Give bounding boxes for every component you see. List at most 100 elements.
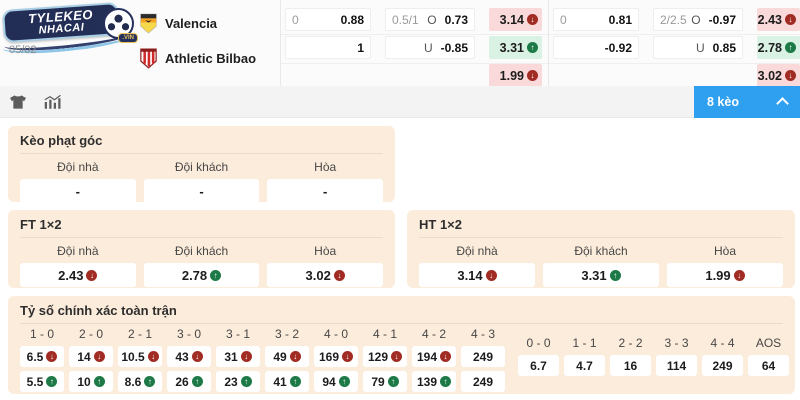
odds-count-toggle-button[interactable]: 8 kèo (694, 86, 800, 118)
draw-odds[interactable]: 4.7 (564, 355, 605, 376)
corner-home-odds[interactable]: - (20, 179, 136, 203)
odds-value: 3.14 (457, 267, 483, 283)
odds-down-icon: ↓ (733, 269, 745, 281)
header-away: Đội khách (574, 244, 628, 258)
score-odds-home[interactable]: 129 ↓ (363, 346, 407, 367)
odds-value: 2.43 (58, 267, 84, 283)
score-odds-home[interactable]: 249 (461, 346, 505, 367)
site-logo[interactable]: TYLEKEO NHACAI .VIN (1, 1, 138, 58)
score-odds-away[interactable]: 5.5 ↑ (20, 371, 64, 392)
ft-draw-odds[interactable]: 3.02 ↓ (267, 263, 384, 287)
odds-value: 94 (322, 374, 336, 389)
team-name-away: Athletic Bilbao (165, 50, 257, 66)
odds-up-icon: ↑ (210, 269, 222, 281)
ht-away-odds[interactable]: 3.31 ↑ (543, 263, 659, 287)
handicap-odds-away[interactable]: 1 (285, 36, 371, 59)
score-odds-home[interactable]: 49 ↓ (265, 346, 309, 367)
ft-away-odds[interactable]: 2.78 ↑ (143, 263, 260, 287)
draw-column: 4 - 4 249 (702, 336, 743, 392)
draw-column: 1 - 1 4.7 (564, 336, 605, 392)
logo-vin-badge: .VIN (118, 33, 138, 43)
score-odds-away[interactable]: 8.6 ↑ (118, 371, 162, 392)
odds-value: -0.97 (708, 12, 736, 27)
draw-odds[interactable]: 64 (748, 355, 789, 376)
score-odds-home[interactable]: 194 ↓ (412, 346, 456, 367)
handicap-line: 0 (560, 12, 567, 27)
odds-value: 26 (175, 374, 189, 389)
odds-value: 1.99 (499, 68, 524, 83)
draw-odds[interactable]: 249 (702, 355, 743, 376)
score-odds-home[interactable]: 31 ↓ (216, 346, 260, 367)
odds-value: -0.92 (604, 40, 632, 55)
odds-value: 8.6 (124, 374, 142, 389)
under-odds[interactable]: U 0.85 (653, 36, 743, 59)
score-odds-away[interactable]: 10 ↑ (69, 371, 113, 392)
handicap-odds-away[interactable]: -0.92 (553, 36, 639, 59)
ou-line: 2/2.5 (660, 12, 687, 27)
score-odds-home[interactable]: 6.5 ↓ (20, 346, 64, 367)
header-draw: Hòa (314, 244, 337, 258)
odds-down-icon: ↓ (289, 351, 301, 362)
score-column: 2 - 1 10.5 ↓ 8.6 ↑ (118, 327, 162, 392)
lineups-button[interactable] (10, 94, 26, 109)
draw-odds[interactable]: 114 (656, 355, 697, 376)
over-label: O (427, 12, 437, 27)
chevron-up-icon (776, 97, 789, 110)
over-odds[interactable]: 0.5/1 O 0.73 (385, 8, 475, 31)
athletic-bilbao-crest-icon (140, 48, 157, 69)
section-title: Kèo phạt góc (20, 133, 383, 154)
team-row-away[interactable]: Athletic Bilbao (140, 46, 256, 70)
draw-odds[interactable]: 16 (610, 355, 651, 376)
odds-value: 5.5 (26, 374, 44, 389)
score-odds-away[interactable]: 23 ↑ (216, 371, 260, 392)
team-row-home[interactable]: Valencia (140, 11, 217, 35)
odds-value: 0.73 (444, 12, 468, 27)
corner-away-odds[interactable]: - (143, 179, 260, 203)
x12-away-odds[interactable]: 3.31 ↑ (489, 36, 542, 59)
header-away: Đội khách (174, 160, 229, 174)
score-odds-home[interactable]: 14 ↓ (69, 346, 113, 367)
toolbar: 8 kèo (0, 86, 800, 118)
over-odds[interactable]: 2/2.5 O -0.97 (653, 8, 743, 31)
score-odds-away[interactable]: 139 ↑ (412, 371, 456, 392)
draw-column: AOS 64 (748, 336, 789, 392)
x12-away-odds[interactable]: 2.78 ↑ (757, 36, 800, 59)
handicap-line: 0 (292, 12, 299, 27)
odds-value: 2.78 (757, 40, 782, 55)
section-title: FT 1×2 (20, 217, 383, 238)
x12-home-odds[interactable]: 2.43 ↓ (757, 8, 800, 31)
score-odds-home[interactable]: 43 ↓ (167, 346, 211, 367)
odds-down-icon: ↓ (785, 70, 796, 81)
x12-draw-odds[interactable]: 1.99 ↓ (489, 64, 542, 87)
score-odds-away[interactable]: 94 ↑ (314, 371, 358, 392)
ht-draw-odds[interactable]: 1.99 ↓ (667, 263, 783, 287)
handicap-odds-home[interactable]: 0 0.88 (285, 8, 371, 31)
score-odds-home[interactable]: 169 ↓ (314, 346, 358, 367)
odds-cells: 2.43 ↓ 2.78 ↑ 3.02 ↓ (20, 263, 384, 287)
bar-chart-icon (44, 94, 61, 109)
draw-odds[interactable]: 6.7 (518, 355, 559, 376)
odds-down-icon: ↓ (527, 70, 538, 81)
score-column: 2 - 0 14 ↓ 10 ↑ (69, 327, 113, 392)
stats-button[interactable] (44, 94, 62, 109)
odds-up-icon: ↑ (440, 376, 452, 387)
odds-value: 43 (175, 349, 189, 364)
odds-up-icon: ↑ (289, 376, 301, 387)
corner-draw-odds[interactable]: - (267, 179, 384, 203)
x12-draw-odds[interactable]: 3.02 ↓ (757, 64, 800, 87)
score-odds-home[interactable]: 10.5 ↓ (118, 346, 162, 367)
team-name-home: Valencia (165, 15, 218, 31)
spacer (285, 64, 371, 87)
ht-home-odds[interactable]: 3.14 ↓ (419, 263, 535, 287)
x12-home-odds[interactable]: 3.14 ↓ (489, 8, 542, 31)
score-odds-away[interactable]: 79 ↑ (363, 371, 407, 392)
score-label: 4 - 3 (470, 327, 495, 341)
handicap-odds-home[interactable]: 0 0.81 (553, 8, 639, 31)
under-odds[interactable]: U -0.85 (385, 36, 475, 59)
score-odds-away[interactable]: 26 ↑ (167, 371, 211, 392)
ft-home-odds[interactable]: 2.43 ↓ (20, 263, 136, 287)
score-odds-away[interactable]: 41 ↑ (265, 371, 309, 392)
odds-value: 10 (77, 374, 91, 389)
score-odds-away[interactable]: 249 (461, 371, 505, 392)
